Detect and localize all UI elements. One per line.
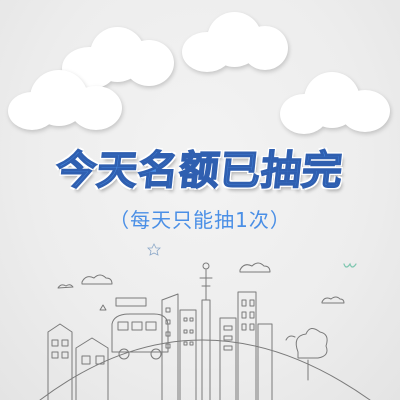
cloud-top-right (182, 12, 292, 77)
cloud-right (280, 72, 392, 136)
cloud-top-left (62, 22, 182, 92)
city-sketch (39, 243, 371, 400)
cloud-left (8, 70, 128, 132)
page-title: 今天名额已抽完 (53, 147, 346, 195)
subtitle: （每天只能抽1次） (109, 208, 291, 232)
